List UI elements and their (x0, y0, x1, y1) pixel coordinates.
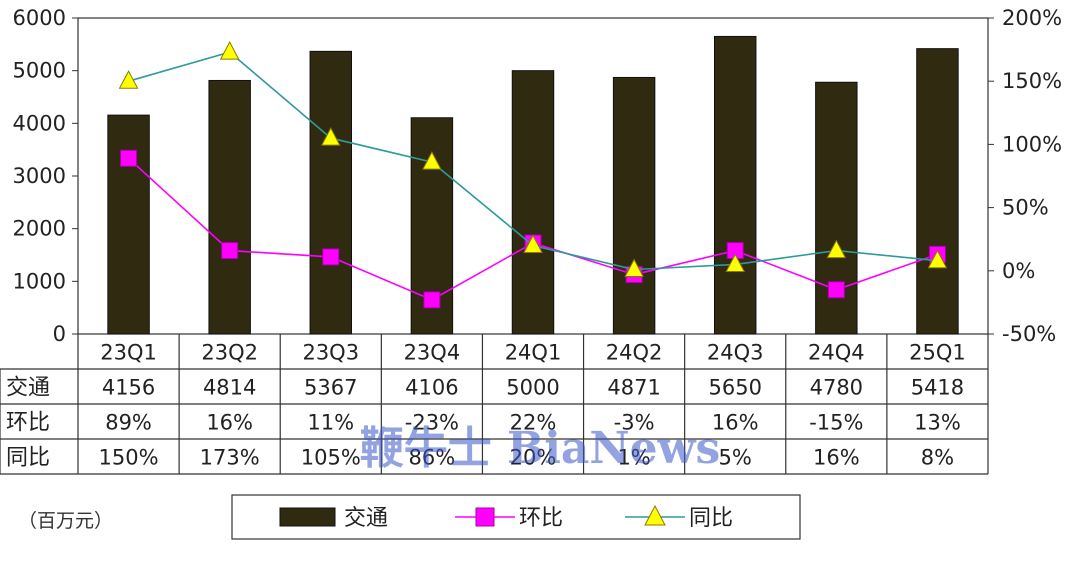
legend-triangle-marker (644, 504, 666, 526)
category-label: 24Q4 (808, 341, 865, 365)
table-cell: 5367 (304, 376, 357, 400)
y-left-tick-label: 5000 (13, 59, 66, 83)
y-right-tick-label: 50% (1002, 196, 1049, 220)
table-cell: 20% (510, 446, 557, 470)
category-label: 24Q2 (606, 341, 663, 365)
square-marker (423, 291, 441, 309)
table-cell: -3% (614, 411, 655, 435)
y-left-tick-label: 3000 (13, 164, 66, 188)
y-left-tick-label: 1000 (13, 269, 66, 293)
table-row-label: 交通 (6, 376, 50, 401)
y-left-tick-label: 2000 (13, 217, 66, 241)
square-marker (322, 248, 340, 266)
bar (309, 50, 353, 335)
y-axis-right: -50% 0% 50% 100% 150% 200% (988, 6, 1062, 346)
bar (511, 70, 555, 335)
table-cell: 16% (712, 411, 759, 435)
data-table: 23Q1 23Q2 23Q3 23Q4 24Q1 24Q2 24Q3 24Q4 25Q1 交通 41… (0, 334, 989, 475)
table-cell: 5650 (708, 376, 761, 400)
table-cell: 4106 (405, 376, 458, 400)
legend-bar-swatch (279, 507, 336, 527)
y-right-tick-label: 150% (1002, 69, 1062, 93)
bar-series (107, 35, 959, 335)
table-cell: 11% (307, 411, 354, 435)
table-cell: 5000 (506, 376, 559, 400)
y-right-tick-label: 0% (1002, 259, 1035, 283)
triangle-marker (927, 249, 948, 269)
table-row-label: 同比 (6, 446, 50, 471)
table-cell: 5418 (911, 376, 964, 400)
legend-square-marker (475, 507, 495, 527)
bar (612, 76, 656, 335)
table-cell: 1% (617, 446, 650, 470)
table-cell: 4871 (607, 376, 660, 400)
category-label: 23Q1 (100, 341, 157, 365)
table-cell: 5% (719, 446, 752, 470)
table-cell: 4156 (102, 376, 155, 400)
table-cell: 8% (921, 446, 954, 470)
legend-label: 环比 (519, 506, 563, 531)
triangle-marker (725, 253, 746, 272)
category-label: 23Q2 (201, 341, 258, 365)
category-label: 23Q3 (302, 341, 359, 365)
category-label: 24Q1 (505, 341, 562, 365)
table-row-label: 环比 (6, 411, 50, 436)
legend-label: 同比 (689, 506, 733, 531)
category-label: 24Q3 (707, 341, 764, 365)
square-marker (827, 281, 845, 299)
bar (107, 114, 150, 335)
table-cell: 105% (301, 446, 361, 470)
triangle-marker (422, 151, 442, 170)
bar (916, 48, 959, 335)
category-label: 23Q4 (404, 341, 461, 365)
y-left-tick-label: 0 (53, 322, 66, 346)
y-left-tick-label: 4000 (13, 111, 66, 135)
y-right-tick-label: 200% (1002, 6, 1062, 30)
triangle-marker (219, 41, 240, 60)
table-cell: 4814 (203, 376, 256, 400)
table-cell: 13% (914, 411, 961, 435)
triangle-marker (523, 234, 543, 254)
table-cell: 86% (409, 446, 456, 470)
table-cell: 16% (206, 411, 253, 435)
table-cell: 16% (813, 446, 860, 470)
y-left-tick-label: 6000 (13, 6, 66, 30)
table-cell: -23% (405, 411, 459, 435)
unit-label: （百万元） (18, 510, 113, 532)
legend: 交通 环比 同比 (231, 494, 801, 540)
y-right-tick-label: -50% (1002, 322, 1056, 346)
triangle-marker (320, 127, 341, 146)
table-cell: -15% (809, 411, 863, 435)
triangle-marker (118, 70, 139, 89)
table-cell: 4780 (810, 376, 863, 400)
watermark: 鞭牛士 BiaNews (360, 423, 721, 474)
bar (713, 35, 757, 335)
square-marker (221, 242, 239, 260)
bar (208, 79, 251, 335)
table-cell: 22% (510, 411, 557, 435)
triangle-marker (826, 239, 847, 259)
legend-label: 交通 (344, 506, 388, 531)
table-cell: 173% (200, 446, 260, 470)
table-cell: 150% (99, 446, 159, 470)
y-right-tick-label: 100% (1002, 132, 1062, 156)
category-label: 25Q1 (909, 341, 966, 365)
y-axis-left: 0 1000 2000 3000 4000 5000 6000 (13, 6, 78, 346)
triangle-marker (624, 258, 644, 278)
line-series (118, 41, 948, 309)
square-marker (120, 149, 138, 167)
table-cell: 89% (105, 411, 152, 435)
